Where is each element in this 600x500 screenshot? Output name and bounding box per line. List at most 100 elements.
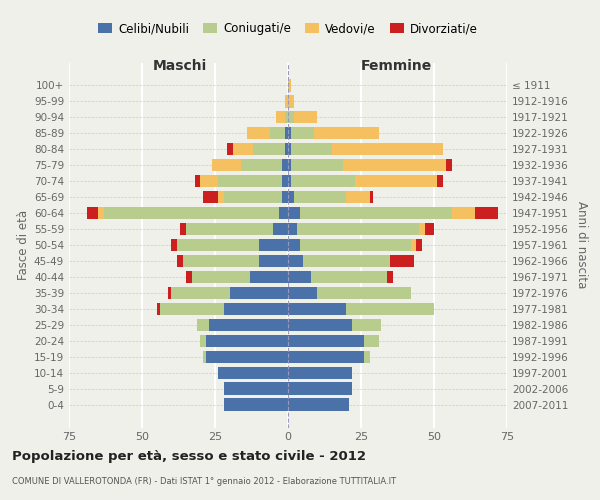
Bar — [437, 175, 443, 188]
Bar — [452, 207, 475, 220]
Bar — [168, 286, 171, 299]
Bar — [419, 223, 425, 235]
Bar — [288, 254, 302, 267]
Bar — [186, 223, 274, 235]
Bar — [218, 366, 288, 379]
Bar — [410, 239, 416, 251]
Bar — [288, 239, 299, 251]
Bar — [177, 254, 183, 267]
Bar — [288, 79, 291, 92]
Bar — [291, 175, 355, 188]
Bar — [288, 270, 311, 283]
Bar — [259, 254, 288, 267]
Bar — [177, 239, 259, 251]
Bar — [288, 95, 294, 108]
Bar — [224, 302, 288, 315]
Bar — [390, 254, 413, 267]
Bar — [200, 334, 206, 347]
Bar — [98, 207, 104, 220]
Bar — [233, 143, 253, 156]
Bar — [206, 334, 288, 347]
Bar — [227, 143, 233, 156]
Bar — [288, 382, 352, 395]
Bar — [299, 239, 410, 251]
Bar — [104, 207, 279, 220]
Bar — [288, 207, 299, 220]
Bar — [285, 127, 288, 140]
Bar — [288, 111, 294, 124]
Bar — [288, 334, 364, 347]
Bar — [241, 159, 282, 172]
Bar — [282, 159, 288, 172]
Bar — [314, 127, 379, 140]
Bar — [194, 175, 200, 188]
Y-axis label: Anni di nascita: Anni di nascita — [575, 202, 588, 288]
Bar — [387, 270, 393, 283]
Bar — [171, 286, 230, 299]
Bar — [288, 302, 346, 315]
Bar — [279, 207, 288, 220]
Bar — [346, 302, 434, 315]
Bar — [200, 175, 218, 188]
Bar — [285, 95, 288, 108]
Bar — [209, 318, 288, 331]
Bar — [224, 398, 288, 411]
Legend: Celibi/Nubili, Coniugati/e, Vedovi/e, Divorziati/e: Celibi/Nubili, Coniugati/e, Vedovi/e, Di… — [93, 18, 483, 40]
Bar — [416, 239, 422, 251]
Bar — [277, 111, 285, 124]
Bar — [294, 191, 346, 203]
Bar — [282, 175, 288, 188]
Bar — [288, 398, 349, 411]
Bar — [183, 254, 259, 267]
Bar — [274, 223, 288, 235]
Bar — [203, 350, 206, 363]
Bar — [446, 159, 452, 172]
Bar — [271, 127, 285, 140]
Bar — [224, 382, 288, 395]
Bar — [230, 286, 288, 299]
Bar — [291, 143, 332, 156]
Bar — [291, 159, 343, 172]
Bar — [317, 286, 410, 299]
Text: COMUNE DI VALLEROTONDA (FR) - Dati ISTAT 1° gennaio 2012 - Elaborazione TUTTITAL: COMUNE DI VALLEROTONDA (FR) - Dati ISTAT… — [12, 478, 396, 486]
Bar — [425, 223, 434, 235]
Bar — [191, 270, 250, 283]
Bar — [288, 223, 297, 235]
Bar — [288, 191, 294, 203]
Bar — [250, 270, 288, 283]
Bar — [203, 191, 218, 203]
Bar — [253, 143, 285, 156]
Y-axis label: Fasce di età: Fasce di età — [17, 210, 30, 280]
Text: Popolazione per età, sesso e stato civile - 2012: Popolazione per età, sesso e stato civil… — [12, 450, 366, 463]
Bar — [186, 270, 191, 283]
Bar — [288, 159, 291, 172]
Bar — [297, 223, 419, 235]
Bar — [288, 318, 352, 331]
Bar — [288, 350, 364, 363]
Bar — [86, 207, 98, 220]
Bar — [197, 318, 209, 331]
Bar — [285, 143, 288, 156]
Bar — [171, 239, 177, 251]
Bar — [475, 207, 498, 220]
Bar — [206, 350, 288, 363]
Bar — [346, 191, 370, 203]
Bar — [294, 111, 317, 124]
Bar — [311, 270, 387, 283]
Bar — [285, 111, 288, 124]
Bar — [291, 127, 314, 140]
Bar — [288, 175, 291, 188]
Bar — [288, 143, 291, 156]
Bar — [282, 191, 288, 203]
Text: Femmine: Femmine — [361, 58, 431, 72]
Bar — [302, 254, 390, 267]
Bar — [157, 302, 160, 315]
Bar — [160, 302, 224, 315]
Text: Maschi: Maschi — [153, 58, 207, 72]
Bar — [364, 350, 370, 363]
Bar — [355, 175, 437, 188]
Bar — [288, 127, 291, 140]
Bar — [218, 175, 282, 188]
Bar — [299, 207, 452, 220]
Bar — [364, 334, 379, 347]
